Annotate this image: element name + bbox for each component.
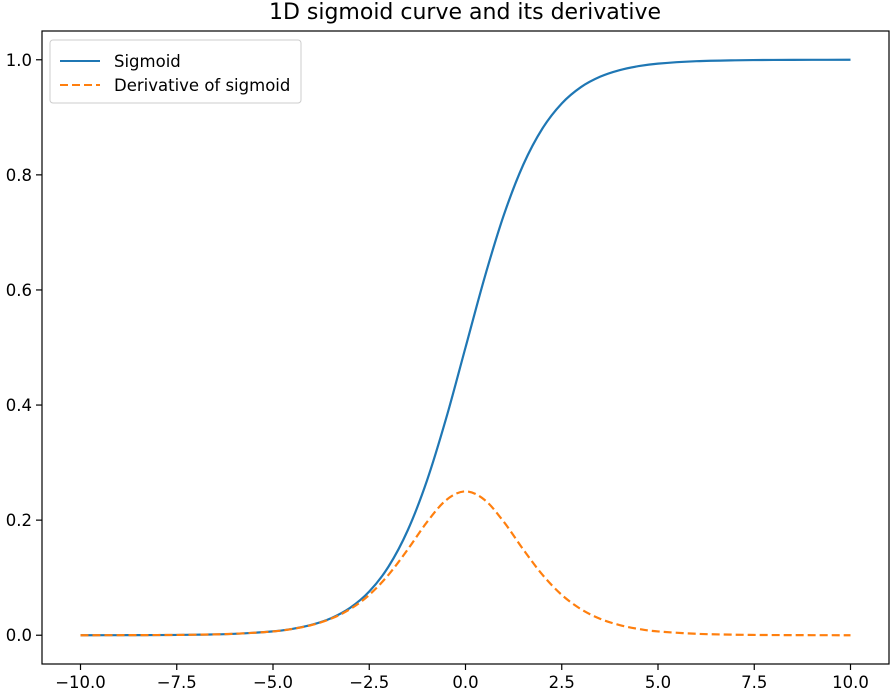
- y-tick-label: 1.0: [6, 51, 32, 70]
- y-tick-label: 0.6: [6, 281, 32, 300]
- x-tick-label: −5.0: [253, 673, 293, 692]
- x-tick-label: 0.0: [452, 673, 478, 692]
- x-tick-label: 2.5: [549, 673, 575, 692]
- x-tick-label: 10.0: [832, 673, 869, 692]
- legend-box: [49, 39, 302, 104]
- legend: Sigmoid Derivative of sigmoid: [49, 39, 302, 104]
- legend-label-derivative: Derivative of sigmoid: [114, 76, 290, 95]
- y-tick-label: 0.0: [6, 626, 32, 645]
- axis-ticks: −10.0 −7.5 −5.0 −2.5 0.0 2.5 5.0 7.5 10.0 0.0 0.2 0…: [6, 51, 869, 692]
- x-tick-label: −10.0: [55, 673, 106, 692]
- plot-area: [80, 58, 851, 637]
- series-line-derivative: [80, 490, 851, 637]
- y-tick-label: 0.8: [6, 166, 32, 185]
- x-tick-label: 5.0: [645, 673, 671, 692]
- x-tick-label: −7.5: [157, 673, 197, 692]
- legend-label-sigmoid: Sigmoid: [114, 52, 181, 71]
- x-tick-label: −2.5: [349, 673, 389, 692]
- axes-frame: [41, 30, 890, 665]
- y-tick-label: 0.4: [6, 396, 32, 415]
- series-line-sigmoid: [80, 58, 851, 637]
- y-tick-label: 0.2: [6, 511, 32, 530]
- chart-title: 1D sigmoid curve and its derivative: [269, 0, 661, 25]
- x-tick-label: 7.5: [741, 673, 767, 692]
